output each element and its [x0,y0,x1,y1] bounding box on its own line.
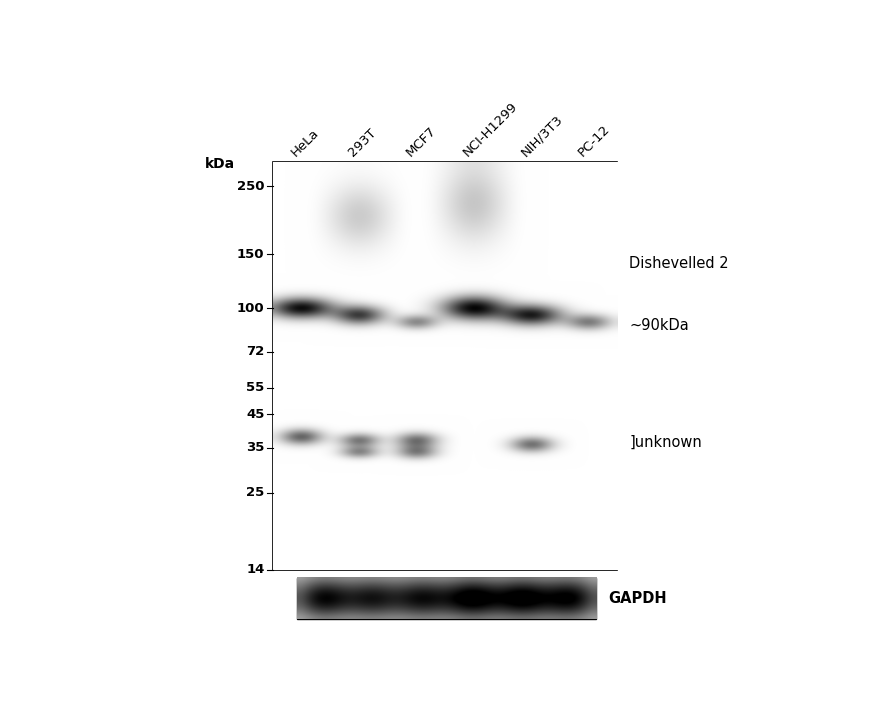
Text: 25: 25 [246,486,265,499]
Text: 150: 150 [237,247,265,261]
Text: 100: 100 [237,301,265,315]
Text: 250: 250 [237,180,265,193]
Text: PC-12: PC-12 [575,122,613,159]
Text: 14: 14 [246,563,265,577]
Text: GAPDH: GAPDH [608,591,667,606]
Text: 293T: 293T [346,127,379,159]
Text: NIH/3T3: NIH/3T3 [519,112,565,159]
Text: ~90kDa: ~90kDa [630,318,689,333]
Text: 45: 45 [246,408,265,421]
Bar [273,162,617,570]
Text: kDa: kDa [205,157,234,171]
Text: ]unknown: ]unknown [630,435,702,450]
Text: MCF7: MCF7 [403,124,439,159]
Bar [297,578,596,619]
Text: 35: 35 [246,442,265,454]
Text: NCI-H1299: NCI-H1299 [461,100,520,159]
Text: Dishevelled 2: Dishevelled 2 [630,256,729,271]
Text: 55: 55 [246,381,265,394]
Text: 72: 72 [246,346,265,358]
Text: HeLa: HeLa [289,127,321,159]
